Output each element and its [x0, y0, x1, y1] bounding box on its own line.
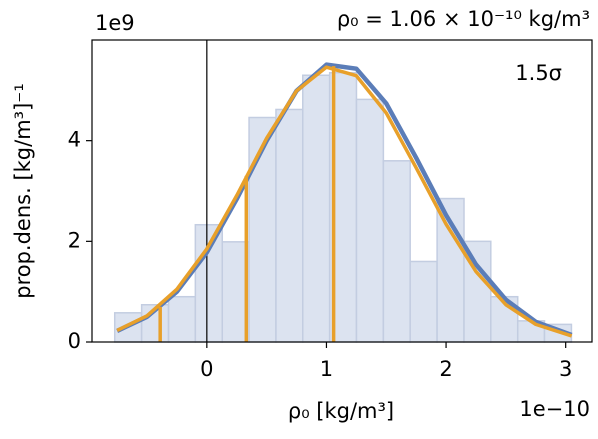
- y-offset-label: 1e9: [95, 11, 135, 35]
- y-tick-label: 0: [68, 329, 81, 353]
- y-axis-label: prop.dens. [kg/m³]⁻¹: [11, 83, 35, 299]
- histogram-bar: [302, 74, 331, 343]
- x-axis-label: ρ₀ [kg/m³]: [288, 399, 394, 423]
- plot-frame: [91, 39, 593, 343]
- chart-title: ρ₀ = 1.06 × 10⁻¹⁰ kg/m³: [337, 7, 590, 31]
- histogram-bar: [382, 160, 411, 343]
- fit-curve: [116, 62, 573, 338]
- annotation: 1.5σ: [515, 61, 562, 85]
- x-tick-label: 1: [320, 357, 333, 381]
- histogram-bar: [275, 108, 304, 343]
- histogram-bar: [409, 260, 438, 343]
- histogram-bar: [355, 98, 385, 343]
- fit-curve: [116, 65, 573, 338]
- x-tick-label: 2: [439, 357, 452, 381]
- x-offset-label: 1e−10: [519, 397, 590, 421]
- histogram-bar: [167, 295, 197, 343]
- y-tick-label: 2: [68, 228, 81, 252]
- x-tick-label: 0: [200, 357, 213, 381]
- y-tick-label: 4: [68, 128, 81, 152]
- x-tick-label: 3: [559, 357, 572, 381]
